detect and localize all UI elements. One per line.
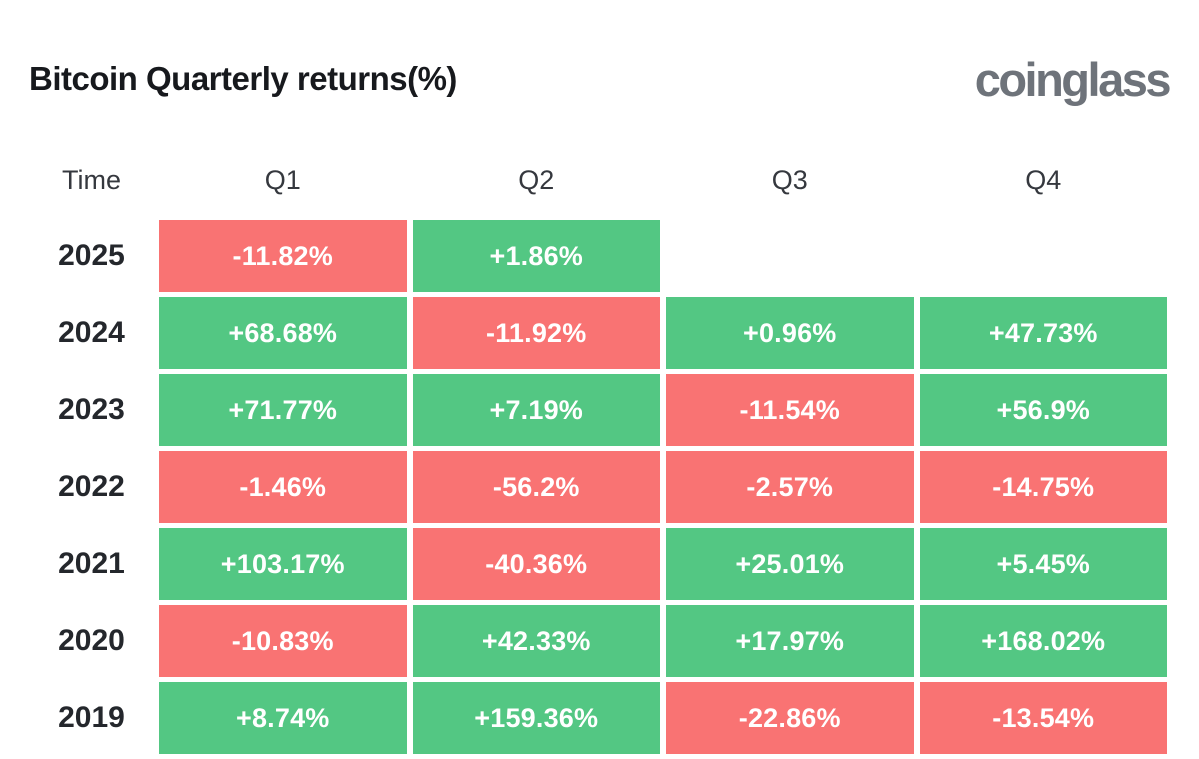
year-label: 2023 [58, 393, 125, 426]
table-row: 2025 -11.82% +1.86% [30, 220, 1167, 292]
year-label: 2024 [58, 316, 125, 349]
year-label: 2025 [58, 239, 125, 272]
return-cell: -40.36% [412, 528, 660, 600]
return-cell: +56.9% [919, 374, 1167, 446]
empty-cell [666, 220, 914, 292]
coinglass-logo: coinglass [974, 53, 1172, 106]
return-cell: +159.36% [412, 682, 660, 754]
return-cell: -2.57% [666, 451, 914, 523]
return-cell: -11.92% [412, 297, 660, 369]
return-cell: -22.86% [666, 682, 914, 754]
return-cell: +25.01% [666, 528, 914, 600]
year-label: 2019 [58, 701, 125, 734]
return-cell: +0.96% [666, 297, 914, 369]
return-cell: +7.19% [412, 374, 660, 446]
return-cell: +1.86% [412, 220, 660, 292]
table-row: 2024 +68.68% -11.92% +0.96% +47.73% [30, 297, 1167, 369]
return-cell: +5.45% [919, 528, 1167, 600]
table-row: 2019 +8.74% +159.36% -22.86% -13.54% [30, 682, 1167, 754]
column-header-q2: Q2 [518, 164, 555, 195]
column-header-q4: Q4 [1025, 164, 1062, 195]
return-cell: +68.68% [159, 297, 407, 369]
table-body: 2025 -11.82% +1.86% 2024 +68.68% -11.92% +0.96… [30, 220, 1167, 754]
returns-table: Time Q1 Q2 Q3 Q4 2025 -11.82% +1.86% 2024 +6… [30, 160, 1167, 759]
return-cell: +8.74% [159, 682, 407, 754]
page-title: Bitcoin Quarterly returns(%) [29, 60, 457, 97]
return-cell: +168.02% [919, 605, 1167, 677]
return-cell: +103.17% [159, 528, 407, 600]
column-header-q1: Q1 [264, 164, 301, 195]
return-cell: -11.82% [159, 220, 407, 292]
return-cell: +71.77% [159, 374, 407, 446]
year-label: 2022 [58, 470, 125, 503]
table-header-row: Time Q1 Q2 Q3 Q4 [30, 160, 1167, 200]
year-label: 2020 [58, 624, 125, 657]
return-cell: +17.97% [666, 605, 914, 677]
return-cell: +42.33% [412, 605, 660, 677]
column-header-time: Time [62, 164, 121, 195]
empty-cell [920, 220, 1168, 292]
year-label: 2021 [58, 547, 125, 580]
return-cell: -11.54% [666, 374, 914, 446]
column-header-q3: Q3 [771, 164, 808, 195]
return-cell: -14.75% [919, 451, 1167, 523]
table-row: 2022 -1.46% -56.2% -2.57% -14.75% [30, 451, 1167, 523]
return-cell: -56.2% [412, 451, 660, 523]
table-row: 2020 -10.83% +42.33% +17.97% +168.02% [30, 605, 1167, 677]
return-cell: -1.46% [159, 451, 407, 523]
table-row: 2021 +103.17% -40.36% +25.01% +5.45% [30, 528, 1167, 600]
table-row: 2023 +71.77% +7.19% -11.54% +56.9% [30, 374, 1167, 446]
return-cell: -13.54% [919, 682, 1167, 754]
return-cell: +47.73% [919, 297, 1167, 369]
return-cell: -10.83% [159, 605, 407, 677]
